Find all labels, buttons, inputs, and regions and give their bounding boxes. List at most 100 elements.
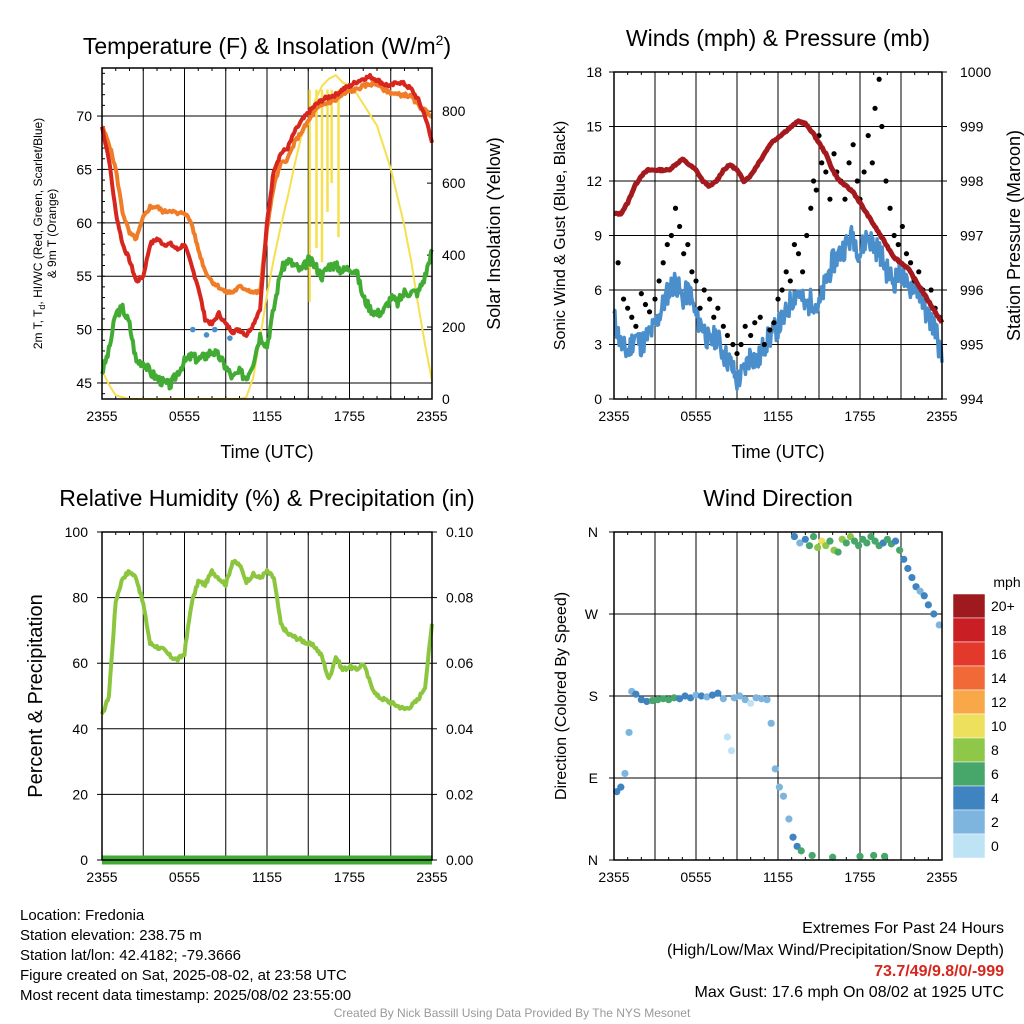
gust-point [813, 187, 819, 193]
windchill-point [203, 332, 210, 338]
gust-point [724, 332, 731, 339]
direction-point [805, 542, 814, 550]
gust-point [854, 178, 860, 184]
y2-tick-label: 600 [442, 175, 466, 191]
y-tick-label: 15 [586, 119, 602, 135]
y-tick-label: 60 [72, 655, 88, 671]
y-label-part: 2m T, T [31, 309, 45, 349]
direction-point [723, 733, 732, 741]
gust-point [872, 105, 878, 111]
y2-tick-label: 200 [442, 319, 466, 335]
y-label-part: , HI/WC (Red, Green, Scarlet/Blue) [31, 118, 45, 305]
extremes-values: 73.7/49/9.8/0/-999 [874, 963, 1004, 980]
gust-point [876, 76, 882, 82]
y-tick-label: 12 [586, 173, 602, 189]
y2-tick-label: 995 [960, 337, 984, 353]
gust-point [615, 260, 621, 266]
y-tick-label: 55 [76, 268, 92, 284]
y-axis-label-line2: & 9m T (Orange) [45, 189, 59, 279]
credit-line: Created By Nick Bassill Using Data Provi… [333, 1006, 691, 1020]
direction-point [719, 695, 727, 703]
gust-point [887, 205, 893, 211]
station-location: Location: Fredonia [20, 907, 145, 924]
y-tick-label: 3 [594, 337, 602, 353]
panel-1: 2355 0555 1155 1755 235503691215189949959969… [552, 25, 1024, 462]
direction-point [771, 765, 779, 773]
gust-point [738, 341, 744, 348]
gust-point [625, 305, 631, 311]
legend-swatch [952, 641, 986, 667]
y-axis-label: 2m T, Td, HI/WC (Red, Green, Scarlet/Blu… [31, 118, 47, 349]
x-tick-label: 2355 [86, 869, 117, 885]
gust-point [842, 196, 848, 202]
y2-tick-label: 0.02 [446, 786, 473, 802]
y2-tick-label: 0.00 [446, 852, 473, 868]
gust-point [907, 260, 914, 266]
panel-2: 2355 0555 1155 1755 23550204060801000.000.02… [25, 485, 475, 885]
direction-point [855, 542, 863, 550]
direction-point [785, 815, 793, 823]
gust-point [850, 142, 856, 148]
vertical-gridlines [142, 532, 392, 860]
y-tick-label: 20 [72, 786, 88, 802]
gust-point [697, 305, 703, 311]
direction-point [801, 535, 809, 543]
gust-point [711, 314, 717, 320]
gust-point [734, 350, 740, 357]
direction-point [697, 692, 706, 700]
direction-point [670, 694, 678, 702]
windchill-point [211, 326, 218, 333]
gust-point [707, 296, 713, 302]
y2-axis-label: Solar Insolation (Yellow) [484, 137, 504, 329]
y-tick-label: 18 [586, 64, 602, 80]
gust-point [730, 341, 736, 348]
gust-point [771, 320, 777, 326]
title-main: Temperature (F) & Insolation (W/m [83, 33, 436, 59]
direction-point [741, 696, 749, 704]
chart-title: Temperature (F) & Insolation (W/m2) [83, 32, 451, 59]
gust-point [693, 278, 699, 284]
extremes-title: Extremes For Past 24 Hours [802, 920, 1004, 937]
gust-point [869, 160, 875, 166]
recent-data-timestamp: Most recent data timestamp: 2025/08/02 2… [20, 987, 352, 1004]
direction-point [708, 691, 717, 699]
legend-title: mph [993, 574, 1020, 590]
legend-label: 6 [991, 766, 999, 782]
direction-point [924, 601, 932, 609]
direction-point [814, 543, 822, 552]
direction-point [676, 695, 684, 703]
legend-label: 10 [991, 718, 1007, 734]
x-tick-label: 2355 [926, 408, 957, 424]
title-end: ) [443, 33, 451, 59]
x-tick-label: 1155 [763, 408, 793, 424]
x-tick-label: 0555 [169, 869, 200, 885]
direction-point [904, 564, 912, 573]
direction-point [826, 537, 834, 545]
gust-point [656, 278, 662, 284]
legend-label: 8 [991, 742, 999, 758]
y-tick-label: S [589, 688, 598, 704]
title-sup: 2 [436, 32, 444, 48]
speed-legend: mph 20+ 18 16 14 12 10 8 6 4 2 0 [952, 574, 1021, 859]
direction-point [775, 783, 783, 791]
direction-point [789, 833, 797, 841]
y-axis-label: Sonic Wind & Gust (Blue, Black) [552, 121, 569, 350]
gust-point [827, 196, 833, 202]
y2-axis-label: Station Pressure (Maroon) [1004, 130, 1024, 341]
y-tick-label: 100 [65, 524, 89, 540]
direction-point [808, 851, 816, 860]
x-tick-label: 1755 [844, 869, 875, 885]
chart-title: Relative Humidity (%) & Precipitation (i… [59, 485, 474, 511]
y2-tick-label: 998 [960, 173, 984, 189]
direction-point [930, 610, 938, 618]
panel-0: 2355 0555 1155 1755 2355 45 50 55 60 65 70 0 200 400 6… [31, 32, 504, 462]
direction-point [681, 692, 689, 700]
gust-point [865, 132, 871, 139]
gust-point [779, 287, 785, 293]
x-tick-label: 0555 [680, 869, 711, 885]
y2-tick-label: 0.04 [446, 721, 473, 737]
gust-point [795, 251, 802, 257]
plot-border [101, 531, 433, 861]
